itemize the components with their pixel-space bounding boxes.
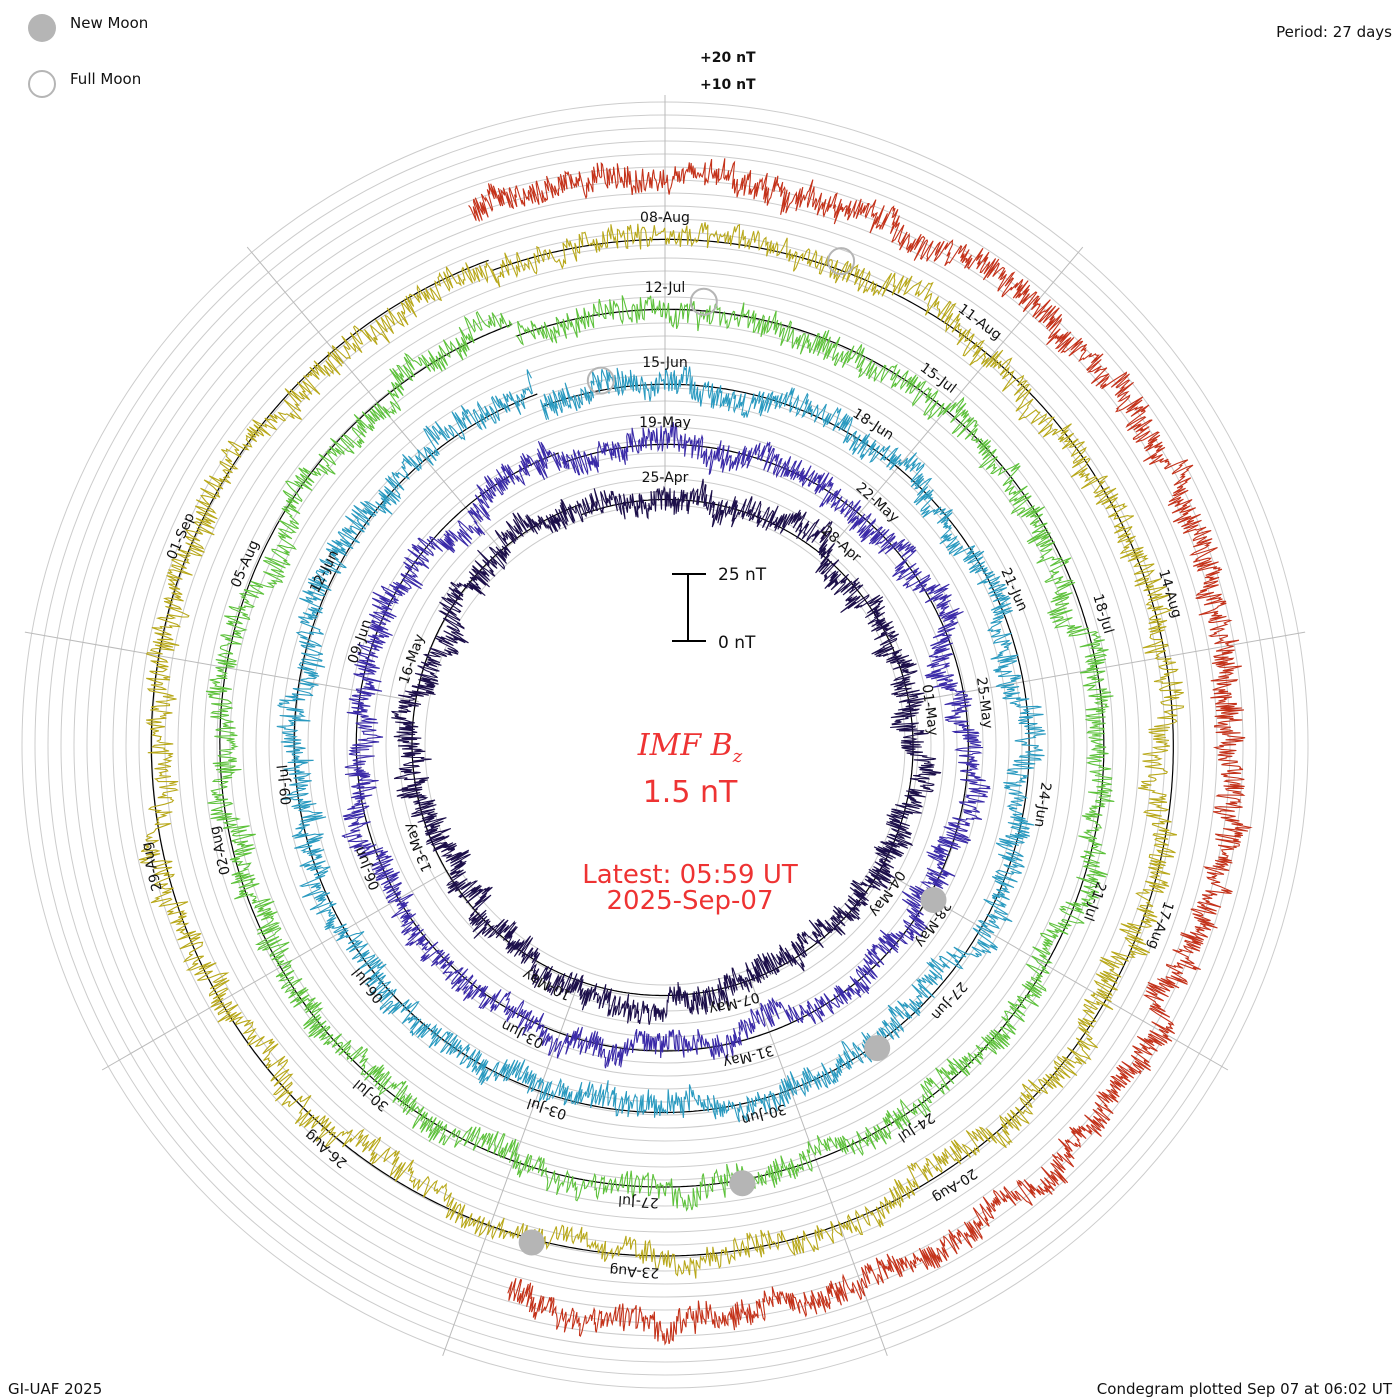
- scale-bottom-label: 0 nT: [718, 633, 756, 653]
- new-moon-label: New Moon: [70, 14, 149, 32]
- full-moon-label: Full Moon: [70, 70, 142, 88]
- date-tick-label: 13-May: [401, 820, 436, 874]
- bz-trace-15-Jun: [276, 365, 1046, 1123]
- new-moon-marker: [920, 887, 947, 913]
- date-tick-label: 12-Jul: [645, 280, 686, 296]
- outer-scale-labels: +20 nT +10 nT: [700, 50, 756, 93]
- bz-trace-01-Sep: [468, 158, 1253, 1346]
- latest-time: Latest: 05:59 UT: [582, 860, 798, 890]
- date-tick-label: 12-Jun: [307, 548, 342, 596]
- quantity-subscript: z: [732, 746, 743, 767]
- date-tick-label: 27-Jun: [928, 978, 970, 1023]
- latest-date: 2025-Sep-07: [606, 886, 774, 916]
- scale-top-label: 25 nT: [718, 565, 767, 585]
- date-tick-label: 15-Jun: [642, 355, 688, 371]
- date-spoke: [24, 631, 419, 703]
- credit-label: GI-UAF 2025: [8, 1380, 103, 1398]
- date-tick-label: 08-Aug: [640, 210, 690, 226]
- date-spoke: [246, 246, 505, 554]
- moon-markers: [518, 247, 947, 1256]
- date-tick-label: 19-May: [639, 415, 691, 431]
- bz-trace-08-Aug: [138, 222, 1185, 1279]
- plotted-timestamp: Condegram plotted Sep 07 at 06:02 UT: [1096, 1380, 1392, 1398]
- full-moon-marker: [586, 366, 615, 395]
- date-spoke: [825, 246, 1084, 554]
- date-tick-label: 09-Jul: [275, 764, 295, 806]
- full-moon-icon: [28, 70, 56, 98]
- quantity-title: IMF Bz: [590, 728, 790, 767]
- date-tick-label: 25-Apr: [642, 470, 689, 486]
- outer-scale-label: +10 nT: [700, 77, 756, 93]
- zero-reference-ring: [293, 383, 1030, 1114]
- new-moon-icon: [28, 14, 56, 42]
- date-tick-label: 31-May: [721, 1042, 775, 1071]
- date-tick-label: 24-Jun: [1031, 781, 1054, 828]
- new-moon-marker: [729, 1170, 756, 1197]
- outer-scale-label: +20 nT: [700, 50, 756, 66]
- bz-trace-25-Apr: [390, 478, 942, 1025]
- date-spoke: [911, 631, 1306, 703]
- date-tick-label: 23-Aug: [609, 1262, 660, 1281]
- bz-traces: [138, 158, 1253, 1346]
- period-label: Period: 27 days: [1276, 23, 1392, 41]
- full-moon-marker: [689, 287, 718, 316]
- new-moon-marker: [864, 1035, 891, 1062]
- current-value: 1.5 nT: [642, 775, 738, 810]
- date-tick-label: 27-Jul: [618, 1192, 659, 1210]
- quantity-name: IMF B: [637, 728, 733, 763]
- date-spoke: [101, 869, 449, 1071]
- bz-trace-12-Jul: [205, 295, 1115, 1212]
- scale-bar: 25 nT 0 nT: [672, 565, 767, 653]
- bz-trace-19-May: [341, 422, 991, 1069]
- full-moon-marker: [827, 247, 856, 276]
- new-moon-marker: [518, 1229, 545, 1256]
- date-tick-label: 25-May: [973, 676, 996, 729]
- date-tick-label: 01-May: [918, 683, 941, 736]
